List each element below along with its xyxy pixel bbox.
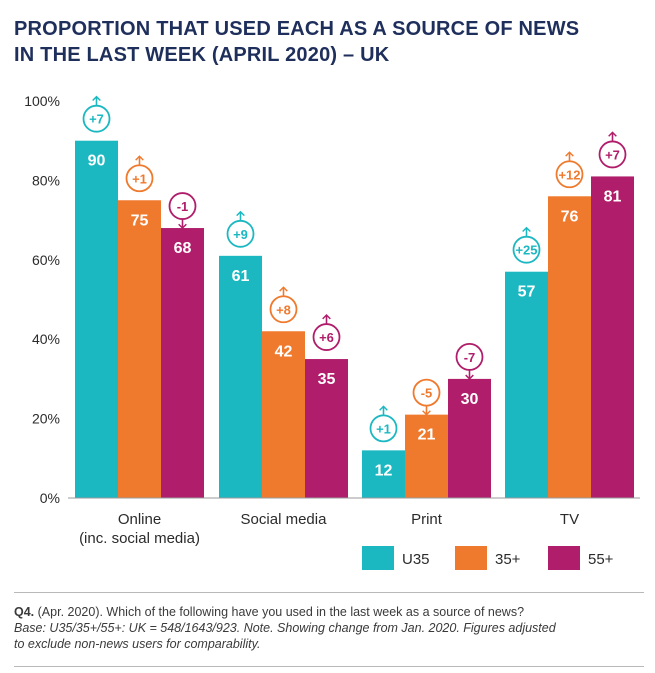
footer-divider-bottom: [14, 666, 644, 667]
base-note-line-1: Base: U35/35+/55+: UK = 548/1643/923. No…: [14, 621, 556, 635]
y-tick-label: 100%: [24, 93, 60, 109]
category-label: Print: [411, 511, 443, 528]
legend-label: U35: [402, 551, 430, 568]
legend-label: 55+: [588, 551, 614, 568]
change-label: -1: [177, 199, 189, 214]
bar: [161, 228, 204, 499]
y-tick-label: 60%: [32, 252, 60, 268]
chart-title: PROPORTION THAT USED EACH AS A SOURCE OF…: [14, 16, 644, 68]
category-label: Social media: [241, 511, 328, 528]
footer-divider: [14, 592, 644, 593]
legend-swatch: [455, 546, 487, 570]
change-label: +9: [233, 227, 248, 242]
chart-title-line-1: PROPORTION THAT USED EACH AS A SOURCE OF…: [14, 18, 580, 40]
bar-value-label: 35: [318, 371, 336, 388]
change-label: -7: [464, 350, 476, 365]
bar: [75, 140, 118, 498]
bar: [305, 359, 348, 498]
bar-value-label: 61: [232, 268, 250, 285]
legend-swatch: [362, 546, 394, 570]
x-axis: Online (inc. social media) Social media Pri…: [68, 497, 640, 547]
change-label: +7: [89, 112, 104, 127]
legend: U35 35+ 55+: [362, 546, 614, 570]
bar: [448, 378, 491, 498]
y-tick-label: 80%: [32, 172, 60, 188]
footer-note: Q4. (Apr. 2020). Which of the following …: [14, 604, 644, 652]
bar-value-label: 81: [604, 188, 622, 205]
bar: [118, 200, 161, 498]
change-label: +1: [132, 171, 147, 186]
legend-swatch: [548, 546, 580, 570]
bar: [262, 331, 305, 498]
bar-value-label: 68: [174, 240, 192, 257]
bar-value-label: 30: [461, 391, 479, 408]
change-label: -5: [421, 386, 433, 401]
chart-title-line-2: IN THE LAST WEEK (APRIL 2020) – UK: [14, 44, 390, 66]
bar: [219, 255, 262, 498]
bars: 90 +7 61 +9 12 +1 57 +25 75 +1 42 +8 21 -5 76 +12 68 -1 35…: [75, 95, 634, 499]
y-tick-label: 0%: [40, 490, 60, 506]
bar-value-label: 75: [131, 212, 149, 229]
bar-value-label: 21: [418, 427, 436, 444]
bar: [505, 271, 548, 498]
question-label: Q4.: [14, 605, 35, 619]
y-tick-label: 40%: [32, 331, 60, 347]
question-text: (Apr. 2020). Which of the following have…: [37, 605, 525, 619]
bar-value-label: 76: [561, 208, 579, 225]
bar-value-label: 57: [518, 284, 536, 301]
bar: [548, 196, 591, 498]
change-label: +1: [376, 421, 391, 436]
base-note-line-2: to exclude non-news users for comparabil…: [14, 637, 261, 651]
bar-value-label: 42: [275, 343, 293, 360]
bar: [362, 450, 405, 498]
change-label: +6: [319, 330, 334, 345]
change-label: +8: [276, 302, 291, 317]
bar-value-label: 12: [375, 462, 393, 479]
change-label: +12: [558, 167, 580, 182]
category-label: Online: [118, 511, 161, 528]
y-axis: 0% 20% 40% 60% 80% 100%: [24, 93, 60, 506]
bar-value-label: 90: [88, 153, 106, 170]
category-label: (inc. social media): [79, 530, 200, 547]
bar-chart: 0% 20% 40% 60% 80% 100% 90 +7 61 +9 12 +1 57 +25 75 +1…: [24, 93, 640, 570]
y-tick-label: 20%: [32, 411, 60, 427]
legend-label: 35+: [495, 551, 521, 568]
bar: [591, 176, 634, 498]
bar: [405, 414, 448, 498]
category-label: TV: [560, 511, 579, 528]
change-label: +7: [605, 147, 620, 162]
change-label: +25: [515, 243, 537, 258]
